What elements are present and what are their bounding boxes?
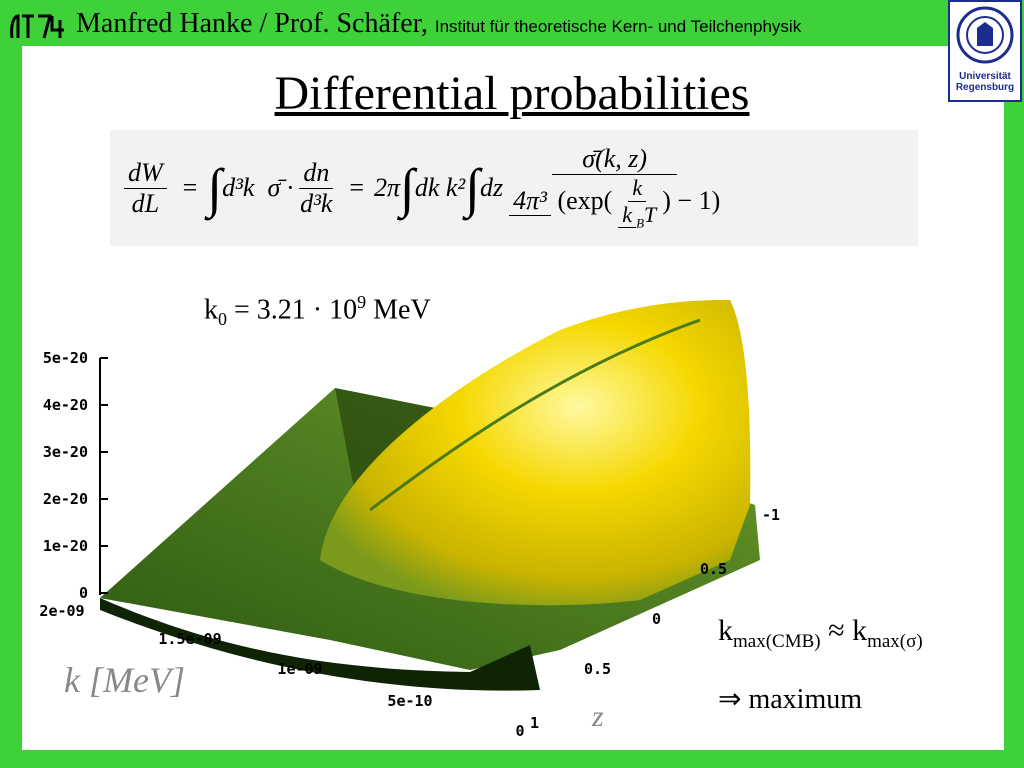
note: ⇒ maximum — [718, 684, 863, 715]
formula-part: dk k² — [414, 173, 466, 202]
vertical-tick-label: 4e-20 — [43, 396, 88, 414]
z-tick-label: 0 — [652, 610, 661, 628]
formula-part: dz — [479, 173, 504, 202]
note-part: ≈ — [820, 614, 853, 647]
formula-part: d³k σ̄ · — [222, 173, 294, 202]
note-part: max(σ) — [867, 631, 923, 652]
vertical-tick-label: 0 — [79, 584, 88, 602]
note-part: max(CMB) — [733, 631, 821, 652]
formula-part: 2π — [373, 173, 401, 202]
param-unit: MeV — [366, 294, 431, 326]
formula-part: d³k — [300, 188, 333, 218]
author: Manfred Hanke / Prof. Schäfer, — [76, 8, 428, 39]
formula-part: 4π³ — [509, 186, 551, 217]
slide-title: Differential probabilities — [274, 67, 750, 120]
note-part: k — [718, 614, 733, 647]
formula-part: ) − 1) — [662, 186, 721, 216]
note: kmax(CMB) ≈ kmax(σ) — [718, 614, 923, 653]
university-logo: Universität Regensburg — [948, 0, 1022, 102]
formula-part: ∫ — [400, 158, 415, 218]
z-axis-label: z — [591, 700, 604, 733]
header: Manfred Hanke / Prof. Schäfer, Institut … — [76, 8, 801, 40]
z-tick-label: -1 — [762, 506, 780, 524]
param-symbol: k — [204, 294, 218, 326]
k-tick-label: 0 — [515, 722, 524, 740]
z-tick-label: 0.5 — [700, 560, 727, 578]
k-tick-label: 1e-09 — [277, 660, 322, 678]
formula-part: dn — [299, 158, 334, 189]
edge — [100, 598, 540, 691]
formula-part: ∫ — [465, 158, 480, 218]
university-line: Universität — [959, 71, 1011, 82]
formula-part: (exp( — [557, 186, 613, 216]
param-sub: 0 — [218, 308, 227, 329]
formula-part: k — [618, 202, 637, 229]
note-part: k — [852, 614, 868, 647]
formula-part: B — [636, 215, 645, 231]
formula-part: ∫ — [207, 158, 223, 218]
formula-part: T — [644, 202, 657, 228]
formula-part: = — [349, 173, 364, 202]
formula-part: dL — [131, 188, 160, 218]
z-tick-label: 1 — [530, 714, 539, 732]
param-value: = 3.21 · 10 — [227, 294, 358, 326]
institute: Institut für theoretische Kern- und Teil… — [434, 17, 802, 36]
university-line: Regensburg — [955, 82, 1015, 93]
formula-part: dW — [124, 158, 167, 189]
formula-part: σ̄(k, z) — [552, 144, 678, 176]
vertical-tick-label: 2e-20 — [43, 490, 88, 508]
formula-part: k — [628, 175, 647, 203]
k-tick-label: 1.5e-09 — [158, 630, 221, 648]
z-tick-label: 0.5 — [584, 660, 611, 678]
vertical-tick-label: 5e-20 — [43, 349, 88, 367]
seal — [956, 6, 1014, 64]
vertical-tick-label: 3e-20 — [43, 443, 88, 461]
ridge — [369, 318, 701, 512]
vertical-tick-label: 1e-20 — [43, 537, 88, 555]
dome — [320, 300, 751, 606]
formula-part: = — [182, 173, 198, 202]
parameter: k0 = 3.21 · 109 MeV — [204, 292, 431, 330]
k-tick-label: 5e-10 — [387, 692, 432, 710]
k-tick-label: 2e-09 — [39, 602, 84, 620]
k-axis-label: k [MeV] — [64, 660, 185, 700]
formula: dW dL = ∫ d³k σ̄ · dn d³k = 2π ∫ dk k² ∫ d… — [110, 130, 918, 246]
logo — [10, 14, 64, 39]
param-exp: 9 — [357, 292, 367, 312]
